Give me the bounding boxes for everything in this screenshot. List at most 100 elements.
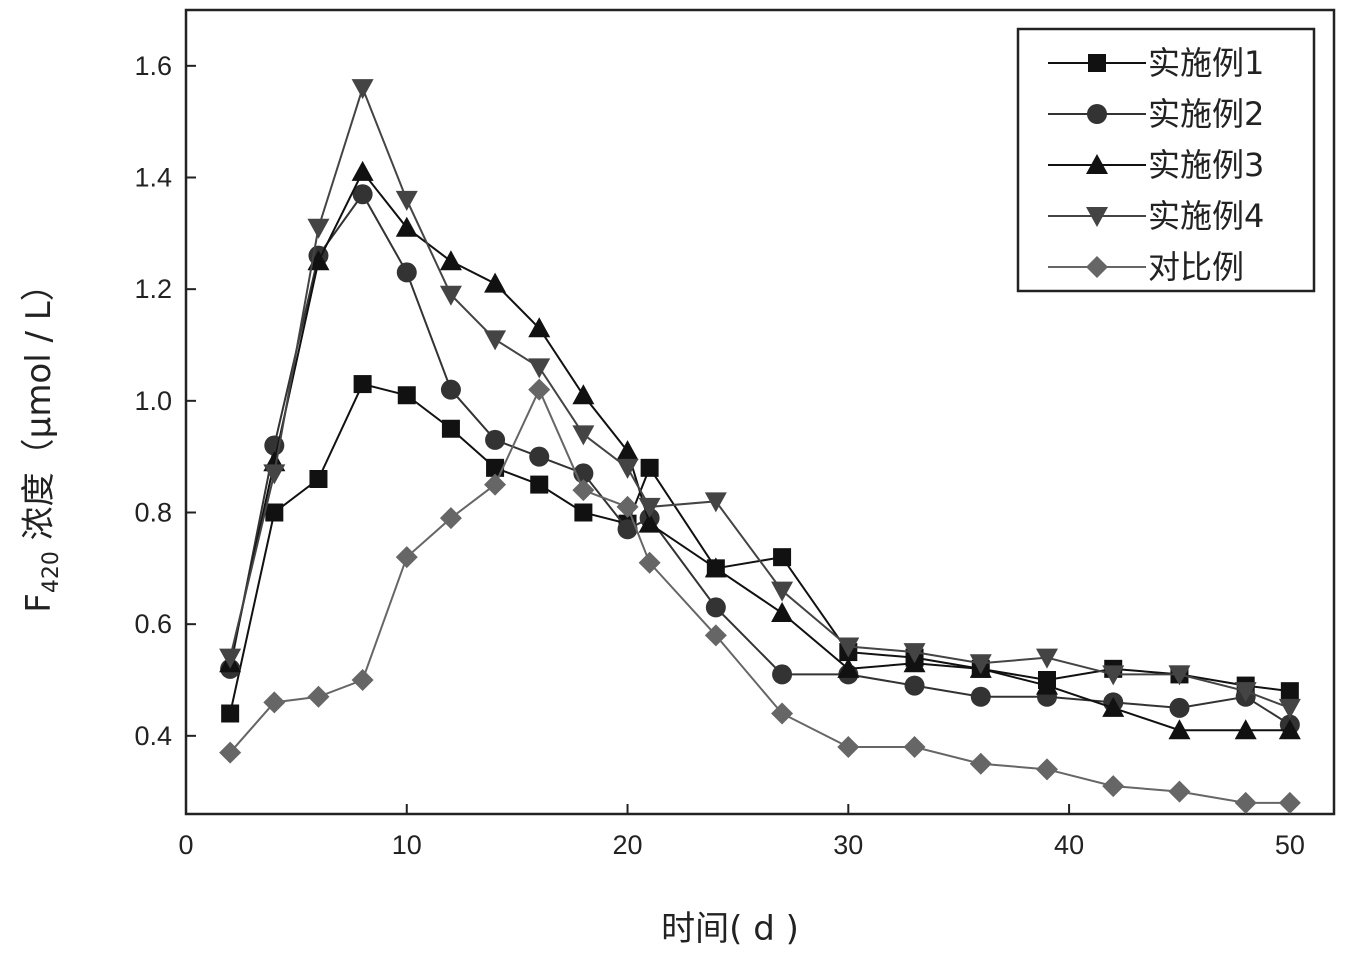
data-point xyxy=(484,272,507,293)
legend-box xyxy=(1016,27,1316,293)
x-tick-label: 50 xyxy=(1275,830,1305,860)
data-point xyxy=(1278,719,1301,740)
data-point xyxy=(1102,775,1125,798)
data-point xyxy=(771,581,794,602)
data-point xyxy=(1234,791,1257,814)
x-tick-label: 0 xyxy=(178,830,193,860)
series-layer xyxy=(219,79,1301,814)
data-point xyxy=(528,358,551,379)
legend-marker xyxy=(1088,54,1106,72)
legend: 实施例1 实施例2 实施例3 实施例4 对比例 xyxy=(1016,27,1316,293)
y-axis-title: F420 浓度（μmol / L） xyxy=(19,267,64,612)
y-tick-label: 0.4 xyxy=(134,721,172,751)
series-line xyxy=(229,382,1290,714)
data-point xyxy=(307,250,330,271)
y-axis-title-subscript: 420 xyxy=(39,551,64,593)
data-point xyxy=(441,419,460,438)
data-point xyxy=(221,704,240,723)
data-point xyxy=(351,79,374,100)
legend-label: 实施例3 xyxy=(1148,146,1264,184)
data-point xyxy=(616,440,639,461)
data-point xyxy=(1036,648,1058,669)
series-4 xyxy=(219,79,1301,719)
data-point xyxy=(616,495,639,518)
data-point xyxy=(351,669,374,691)
data-point xyxy=(616,458,639,479)
y-axis-title-prefix: F xyxy=(19,593,59,613)
y-axis-title-suffix: 浓度（μmol / L） xyxy=(19,267,59,551)
data-point xyxy=(904,675,925,696)
data-point xyxy=(771,602,794,622)
data-point xyxy=(263,691,286,714)
y-tick-label: 0.8 xyxy=(134,498,172,528)
data-point xyxy=(1234,719,1257,740)
data-point xyxy=(352,184,373,205)
data-point xyxy=(485,429,506,450)
x-axis-title: 时间( d ) xyxy=(661,909,799,949)
legend-marker xyxy=(1086,154,1108,174)
y-tick-label: 0.6 xyxy=(134,609,172,639)
series-line xyxy=(229,387,1290,804)
data-point xyxy=(903,643,926,664)
data-point xyxy=(528,317,551,338)
x-tick-label: 10 xyxy=(392,830,422,860)
x-tick-label: 20 xyxy=(613,830,643,860)
data-point xyxy=(353,375,372,394)
data-point xyxy=(530,475,549,494)
data-point xyxy=(617,519,638,540)
data-point xyxy=(837,736,860,758)
data-point xyxy=(771,702,794,725)
data-point xyxy=(439,285,462,306)
series-3 xyxy=(219,160,1301,740)
data-point xyxy=(704,492,727,513)
data-point xyxy=(265,503,284,522)
legend-marker xyxy=(1087,104,1107,124)
data-point xyxy=(1280,682,1299,701)
data-point xyxy=(1102,696,1125,717)
data-point xyxy=(572,479,595,502)
data-point xyxy=(772,664,793,685)
data-point xyxy=(1234,682,1257,703)
data-point xyxy=(396,262,417,283)
data-point xyxy=(969,654,992,675)
data-point xyxy=(219,648,242,669)
data-point xyxy=(309,470,328,488)
data-point xyxy=(263,464,286,485)
data-point xyxy=(529,446,550,467)
legend-marker xyxy=(1086,207,1108,227)
data-point xyxy=(528,378,551,401)
data-point xyxy=(1278,698,1301,719)
legend-marker xyxy=(1086,256,1108,278)
data-point xyxy=(486,458,505,477)
data-point xyxy=(395,216,418,237)
legend-label: 实施例4 xyxy=(1148,197,1264,235)
data-point xyxy=(395,546,418,569)
plot-area xyxy=(184,8,1336,816)
data-point xyxy=(903,736,926,758)
x-tick-label: 40 xyxy=(1054,830,1084,860)
data-point xyxy=(1036,758,1058,781)
data-point xyxy=(395,190,418,211)
data-point xyxy=(397,386,416,405)
data-point xyxy=(484,330,507,351)
data-point xyxy=(574,503,593,522)
series-1 xyxy=(221,375,1299,723)
data-point xyxy=(705,597,726,618)
data-point xyxy=(837,657,860,678)
data-point xyxy=(439,507,462,530)
legend-label: 实施例2 xyxy=(1148,95,1264,133)
legend-label: 对比例 xyxy=(1148,248,1244,286)
data-point xyxy=(638,512,661,533)
data-point xyxy=(439,250,462,271)
data-point xyxy=(1168,665,1191,686)
data-point xyxy=(970,686,991,707)
data-point xyxy=(704,624,727,647)
series-5 xyxy=(219,378,1301,814)
data-point xyxy=(307,685,330,708)
data-point xyxy=(773,548,792,567)
y-tick-label: 1.0 xyxy=(134,386,172,416)
data-point xyxy=(640,458,659,477)
data-point xyxy=(1036,674,1058,695)
data-point xyxy=(837,637,860,658)
